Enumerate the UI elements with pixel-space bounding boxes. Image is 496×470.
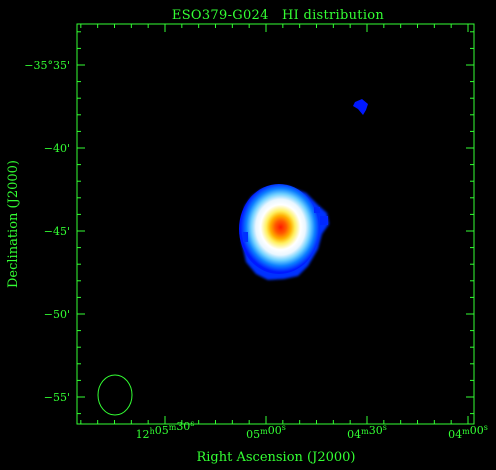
beam-ellipse: [97, 374, 133, 416]
galaxy-hi-emission: [239, 184, 329, 280]
y-tick-label: −35°35': [24, 59, 70, 72]
x-tick-label: 04m00s: [448, 423, 488, 441]
axis-ticks: [77, 24, 474, 424]
x-tick-label: 05m00s: [246, 423, 286, 441]
x-tick-label: 12h05m30s: [136, 419, 195, 441]
y-tick-label: −50': [44, 308, 70, 321]
x-tick-labels: 12h05m30s 05m00s 04m30s 04m00s: [136, 419, 488, 441]
x-tick-label: 04m30s: [347, 423, 387, 441]
plot-title: ESO379-G024 HI distribution: [172, 8, 385, 23]
y-tick-labels: −35°35' −40' −45' −50' −55': [24, 59, 70, 404]
y-tick-label: −40': [44, 142, 70, 155]
y-tick-label: −55': [44, 391, 70, 404]
hi-companion-blob: [353, 99, 368, 115]
x-axis-title: Right Ascension (J2000): [196, 450, 355, 465]
y-tick-label: −45': [44, 225, 70, 238]
y-axis-title: Declination (J2000): [6, 160, 21, 288]
plot-frame: [76, 23, 475, 425]
